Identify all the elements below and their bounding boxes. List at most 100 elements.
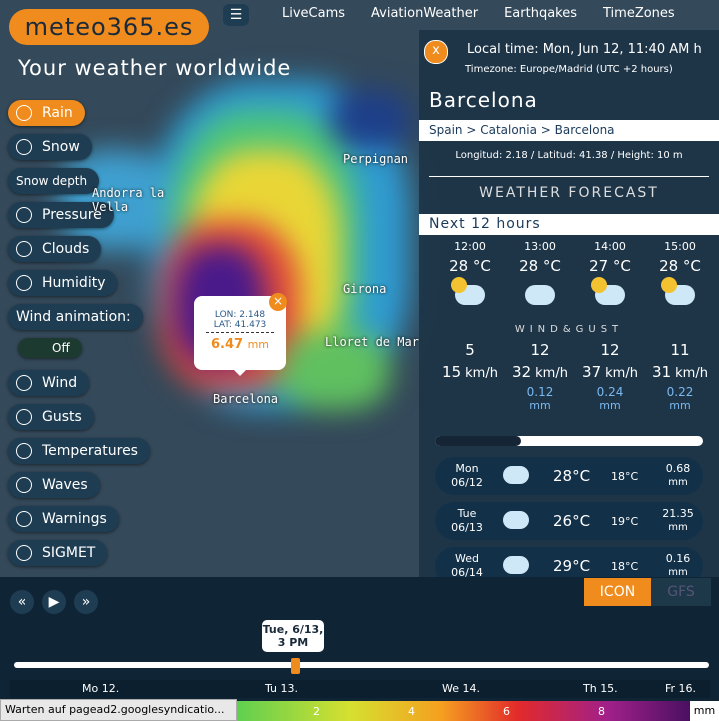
hour-column: 14:00 27 °C 12 37 km/h 0.24 mm [575, 240, 645, 430]
layer-button[interactable]: Warnings [8, 506, 119, 532]
timeline-track[interactable] [14, 662, 709, 668]
day-rain: 0.68 [665, 462, 691, 475]
layer-icon [16, 241, 32, 257]
model-icon[interactable]: ICON [584, 578, 651, 606]
nav-item[interactable]: TimeZones [603, 6, 675, 21]
wind-speed: 11 [670, 341, 690, 359]
layer-label: Wind [42, 375, 78, 391]
layer-button[interactable]: Wind [8, 370, 90, 396]
rain-amount: 0.12 [526, 385, 554, 399]
map-label: Girona [343, 282, 387, 296]
hour-time: 12:00 [454, 240, 486, 253]
layer-icon [16, 375, 32, 391]
scrollbar[interactable] [435, 436, 703, 446]
layer-button[interactable]: Snow depth [8, 168, 100, 194]
hour-temp: 28 °C [519, 257, 561, 275]
menu-button[interactable]: ☰ [223, 4, 249, 26]
day-max: 29°C [553, 557, 591, 575]
nav-item[interactable]: AviationWeather [371, 6, 479, 21]
layer-label: Snow depth [16, 174, 88, 188]
rain-unit: mm [669, 399, 691, 412]
gust-row: 15 km/h [435, 363, 505, 381]
layer-label: Temperatures [42, 443, 138, 459]
hour-temp: 28 °C [449, 257, 491, 275]
hour-temp: 28 °C [659, 257, 701, 275]
day-name: Mon [455, 462, 479, 475]
layer-icon [16, 275, 32, 291]
layer-icon [16, 105, 32, 121]
hour-column: 13:00 28 °C 12 32 km/h 0.12 mm [505, 240, 575, 430]
day-rain-unit: mm [668, 522, 688, 533]
layer-button[interactable]: SIGMET [8, 540, 108, 566]
rewind[interactable]: « [10, 590, 34, 614]
local-time: Local time: Mon, Jun 12, 11:40 AM h [467, 42, 702, 57]
nav-item[interactable]: LiveCams [282, 6, 346, 21]
layer-button[interactable]: Wind animation: [8, 304, 143, 330]
nav-item[interactable]: Earthqakes [504, 6, 577, 21]
gust-unit: km/h [465, 366, 498, 381]
day-date: 06/13 [451, 521, 483, 534]
tagline: Your weather worldwide [18, 56, 292, 80]
hour-time: 15:00 [664, 240, 696, 253]
timeline-days: Mo 12. Tu 13. We 14. Th 15. Fr 16. [10, 680, 710, 698]
forward[interactable]: » [74, 590, 98, 614]
map-label: Perpignan [343, 152, 409, 166]
day-rain-unit: mm [668, 567, 688, 577]
weather-icon [451, 277, 485, 305]
legend-tick: 2 [313, 705, 320, 718]
popup-lon: LON: 2.148 [214, 310, 266, 320]
gust-row: 32 km/h [505, 363, 575, 381]
timeline-day: We 14. [442, 682, 480, 695]
day-name: Wed [455, 552, 479, 565]
play[interactable]: ▶ [42, 590, 66, 614]
wind-gust-label: WIND&GUST [514, 324, 624, 335]
layer-label: Warnings [42, 511, 107, 527]
day-icon [503, 466, 529, 484]
layer-button[interactable]: Rain [8, 100, 85, 126]
day-rain: 0.16 [665, 552, 691, 565]
popup-lat: LAT: 41.473 [206, 320, 274, 333]
layer-button[interactable]: Humidity [8, 270, 118, 296]
forecast-title: WEATHER FORECAST [479, 185, 659, 201]
layer-icon [16, 409, 32, 425]
gust-unit: km/h [675, 366, 708, 381]
timeline-handle[interactable] [291, 658, 300, 674]
layer-label: Off [52, 341, 70, 355]
forecast-panel: x Local time: Mon, Jun 12, 11:40 AM h Ti… [419, 30, 719, 577]
layer-button[interactable]: Snow [8, 134, 92, 160]
layer-label: Rain [42, 105, 73, 121]
layer-button[interactable]: Temperatures [8, 438, 150, 464]
layer-label: Humidity [42, 275, 106, 291]
gust-speed: 32 [512, 363, 532, 381]
day-row: Mon 06/12 28°C 18°C 0.68 mm [435, 457, 703, 495]
legend-tick: 6 [503, 705, 510, 718]
layer-button[interactable]: Waves [8, 472, 100, 498]
timeline-day: Mo 12. [82, 682, 120, 695]
wind-speed: 5 [465, 341, 475, 359]
popup-close[interactable]: × [269, 293, 287, 311]
layer-icon [16, 207, 32, 223]
layer-button[interactable]: Pressure [8, 202, 114, 228]
layer-button[interactable]: Clouds [8, 236, 102, 262]
panel-close[interactable]: x [424, 40, 448, 64]
day-row: Tue 06/13 26°C 19°C 21.35 mm [435, 502, 703, 540]
rain-amount: 0.22 [666, 385, 694, 399]
gust-row: 37 km/h [575, 363, 645, 381]
model-gfs[interactable]: GFS [651, 578, 711, 606]
day-max: 28°C [553, 467, 591, 485]
logo[interactable]: meteo365.es [9, 9, 209, 45]
player-controls: « ▶ » [10, 590, 98, 614]
map-label: Barcelona [213, 392, 279, 406]
legend-bar [237, 701, 690, 721]
layer-button[interactable]: Gusts [8, 404, 94, 430]
wind-select[interactable]: Off [18, 338, 82, 358]
layer-icon [16, 139, 32, 155]
hour-column: 15:00 28 °C 11 31 km/h 0.22 mm [645, 240, 715, 430]
day-min: 18°C [611, 560, 639, 573]
weather-icon [591, 277, 625, 305]
gust-unit: km/h [535, 366, 568, 381]
day-max: 26°C [553, 512, 591, 530]
breadcrumb: Spain > Catalonia > Barcelona [419, 120, 719, 141]
timeline-day: Th 15. [583, 682, 618, 695]
